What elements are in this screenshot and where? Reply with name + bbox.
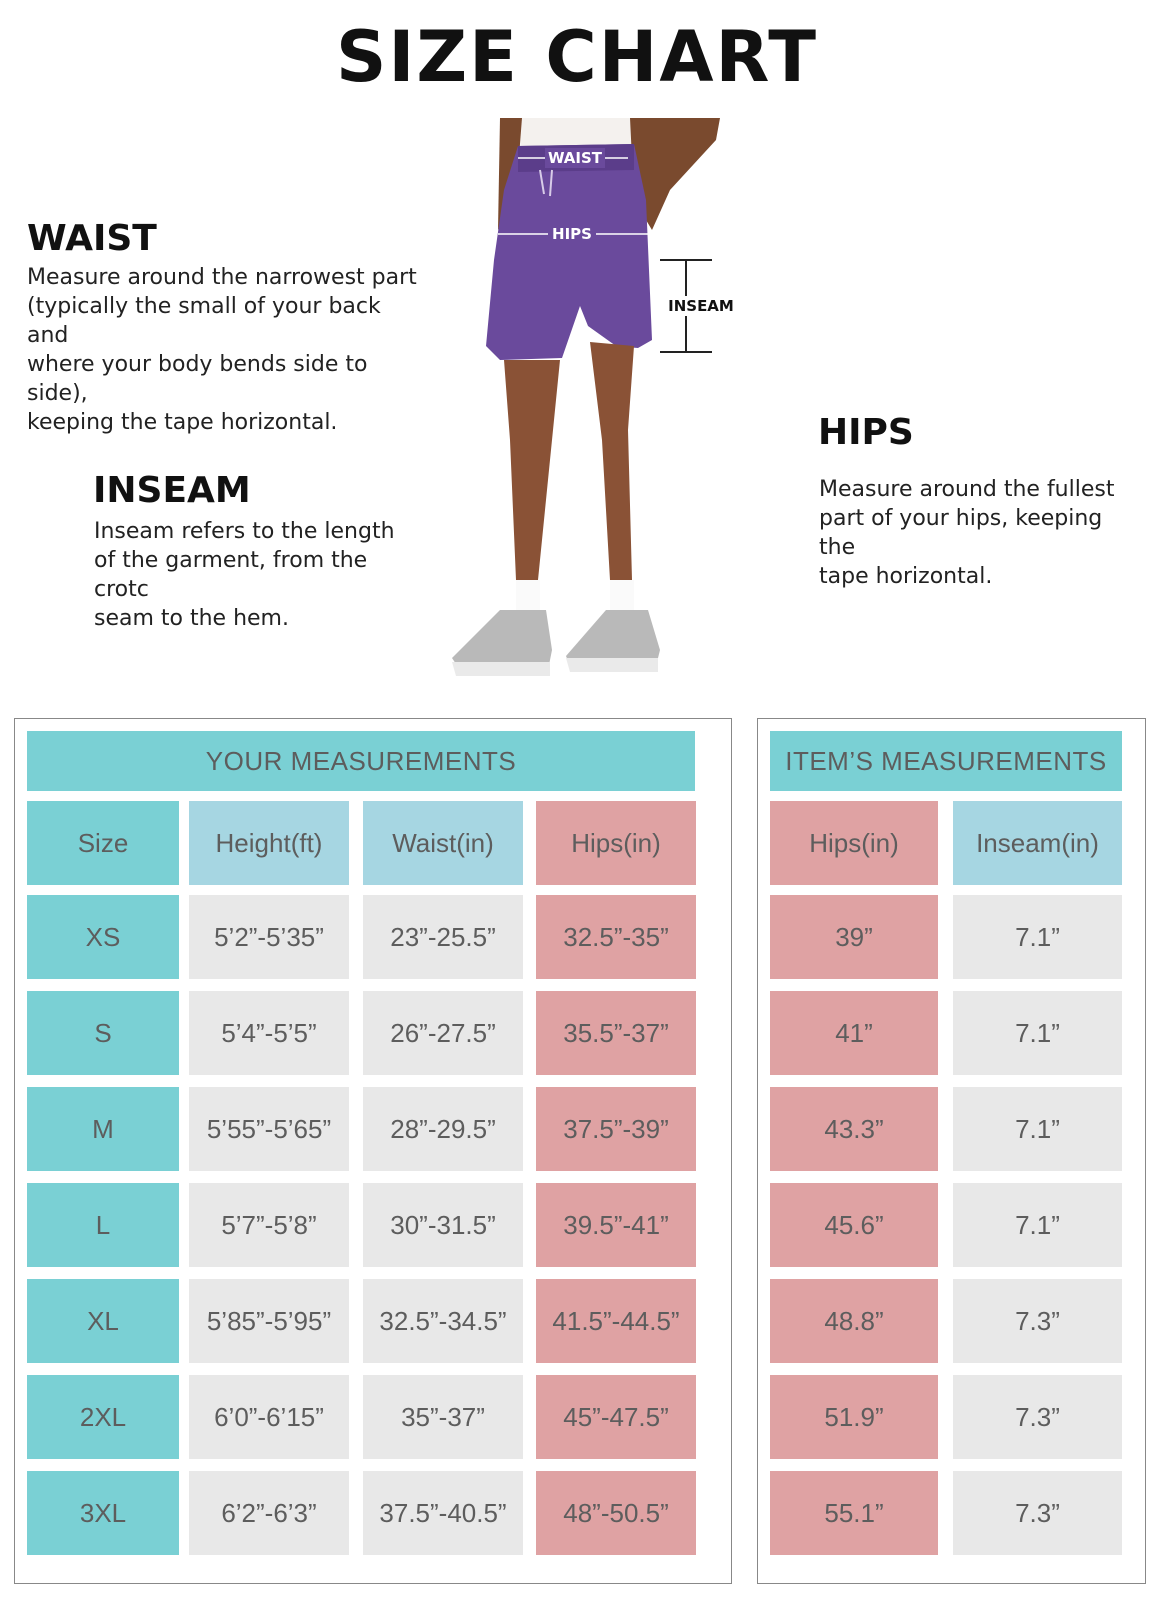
cell-height: 5’85”-5’95” <box>189 1279 349 1363</box>
cell-size: 2XL <box>27 1375 179 1459</box>
cell-item-hips: 45.6” <box>770 1183 938 1267</box>
cell-hips: 45”-47.5” <box>536 1375 696 1459</box>
waist-description: Measure around the narrowest part (typic… <box>27 265 417 435</box>
cell-item-hips: 39” <box>770 895 938 979</box>
cell-item-hips: 55.1” <box>770 1471 938 1555</box>
cell-waist: 37.5”-40.5” <box>363 1471 523 1555</box>
inseam-description: Inseam refers to the length of the garme… <box>94 519 395 631</box>
cell-height: 5’2”-5’35” <box>189 895 349 979</box>
shorts-illustration: WAIST HIPS INSEAM <box>452 118 738 676</box>
cell-hips: 32.5”-35” <box>536 895 696 979</box>
items-measurements-banner: ITEM’S MEASUREMENTS <box>770 731 1122 791</box>
cell-item-inseam: 7.1” <box>953 1087 1122 1171</box>
model-figure: WAIST HIPS INSEAM <box>420 110 750 710</box>
cell-item-inseam: 7.1” <box>953 1183 1122 1267</box>
your-measurements-table: YOUR MEASUREMENTS Size Height(ft) Waist(in… <box>14 718 732 1584</box>
cell-size: L <box>27 1183 179 1267</box>
hips-figure-label: HIPS <box>552 225 592 243</box>
cell-item-inseam: 7.3” <box>953 1471 1122 1555</box>
cell-item-hips: 51.9” <box>770 1375 938 1459</box>
cell-height: 6’2”-6’3” <box>189 1471 349 1555</box>
cell-height: 6’0”-6’15” <box>189 1375 349 1459</box>
header-hips: Hips(in) <box>536 801 696 885</box>
your-measurements-banner: YOUR MEASUREMENTS <box>27 731 695 791</box>
header-waist: Waist(in) <box>363 801 523 885</box>
cell-item-inseam: 7.1” <box>953 895 1122 979</box>
header-item-inseam: Inseam(in) <box>953 801 1122 885</box>
header-size: Size <box>27 801 179 885</box>
hips-description: Measure around the fullest part of your … <box>819 477 1115 589</box>
waist-heading: WAIST <box>27 218 157 259</box>
cell-height: 5’7”-5’8” <box>189 1183 349 1267</box>
waist-figure-label: WAIST <box>548 149 603 167</box>
items-measurements-table: ITEM’S MEASUREMENTS Hips(in) Inseam(in) 39… <box>757 718 1146 1584</box>
cell-size: XL <box>27 1279 179 1363</box>
cell-item-hips: 48.8” <box>770 1279 938 1363</box>
cell-hips: 39.5”-41” <box>536 1183 696 1267</box>
cell-item-inseam: 7.3” <box>953 1375 1122 1459</box>
cell-item-inseam: 7.3” <box>953 1279 1122 1363</box>
cell-size: S <box>27 991 179 1075</box>
cell-waist: 28”-29.5” <box>363 1087 523 1171</box>
cell-size: M <box>27 1087 179 1171</box>
cell-hips: 48”-50.5” <box>536 1471 696 1555</box>
cell-height: 5’4”-5’5” <box>189 991 349 1075</box>
inseam-heading: INSEAM <box>93 470 251 511</box>
cell-size: 3XL <box>27 1471 179 1555</box>
cell-item-hips: 43.3” <box>770 1087 938 1171</box>
cell-size: XS <box>27 895 179 979</box>
cell-hips: 37.5”-39” <box>536 1087 696 1171</box>
header-height: Height(ft) <box>189 801 349 885</box>
cell-hips: 35.5”-37” <box>536 991 696 1075</box>
cell-waist: 30”-31.5” <box>363 1183 523 1267</box>
inseam-figure-label: INSEAM <box>668 297 734 315</box>
cell-item-inseam: 7.1” <box>953 991 1122 1075</box>
header-item-hips: Hips(in) <box>770 801 938 885</box>
cell-waist: 26”-27.5” <box>363 991 523 1075</box>
hips-heading: HIPS <box>818 412 914 453</box>
cell-waist: 35”-37” <box>363 1375 523 1459</box>
cell-waist: 23”-25.5” <box>363 895 523 979</box>
cell-hips: 41.5”-44.5” <box>536 1279 696 1363</box>
cell-height: 5’55”-5’65” <box>189 1087 349 1171</box>
page-title: SIZE CHART <box>335 16 819 98</box>
cell-waist: 32.5”-34.5” <box>363 1279 523 1363</box>
cell-item-hips: 41” <box>770 991 938 1075</box>
